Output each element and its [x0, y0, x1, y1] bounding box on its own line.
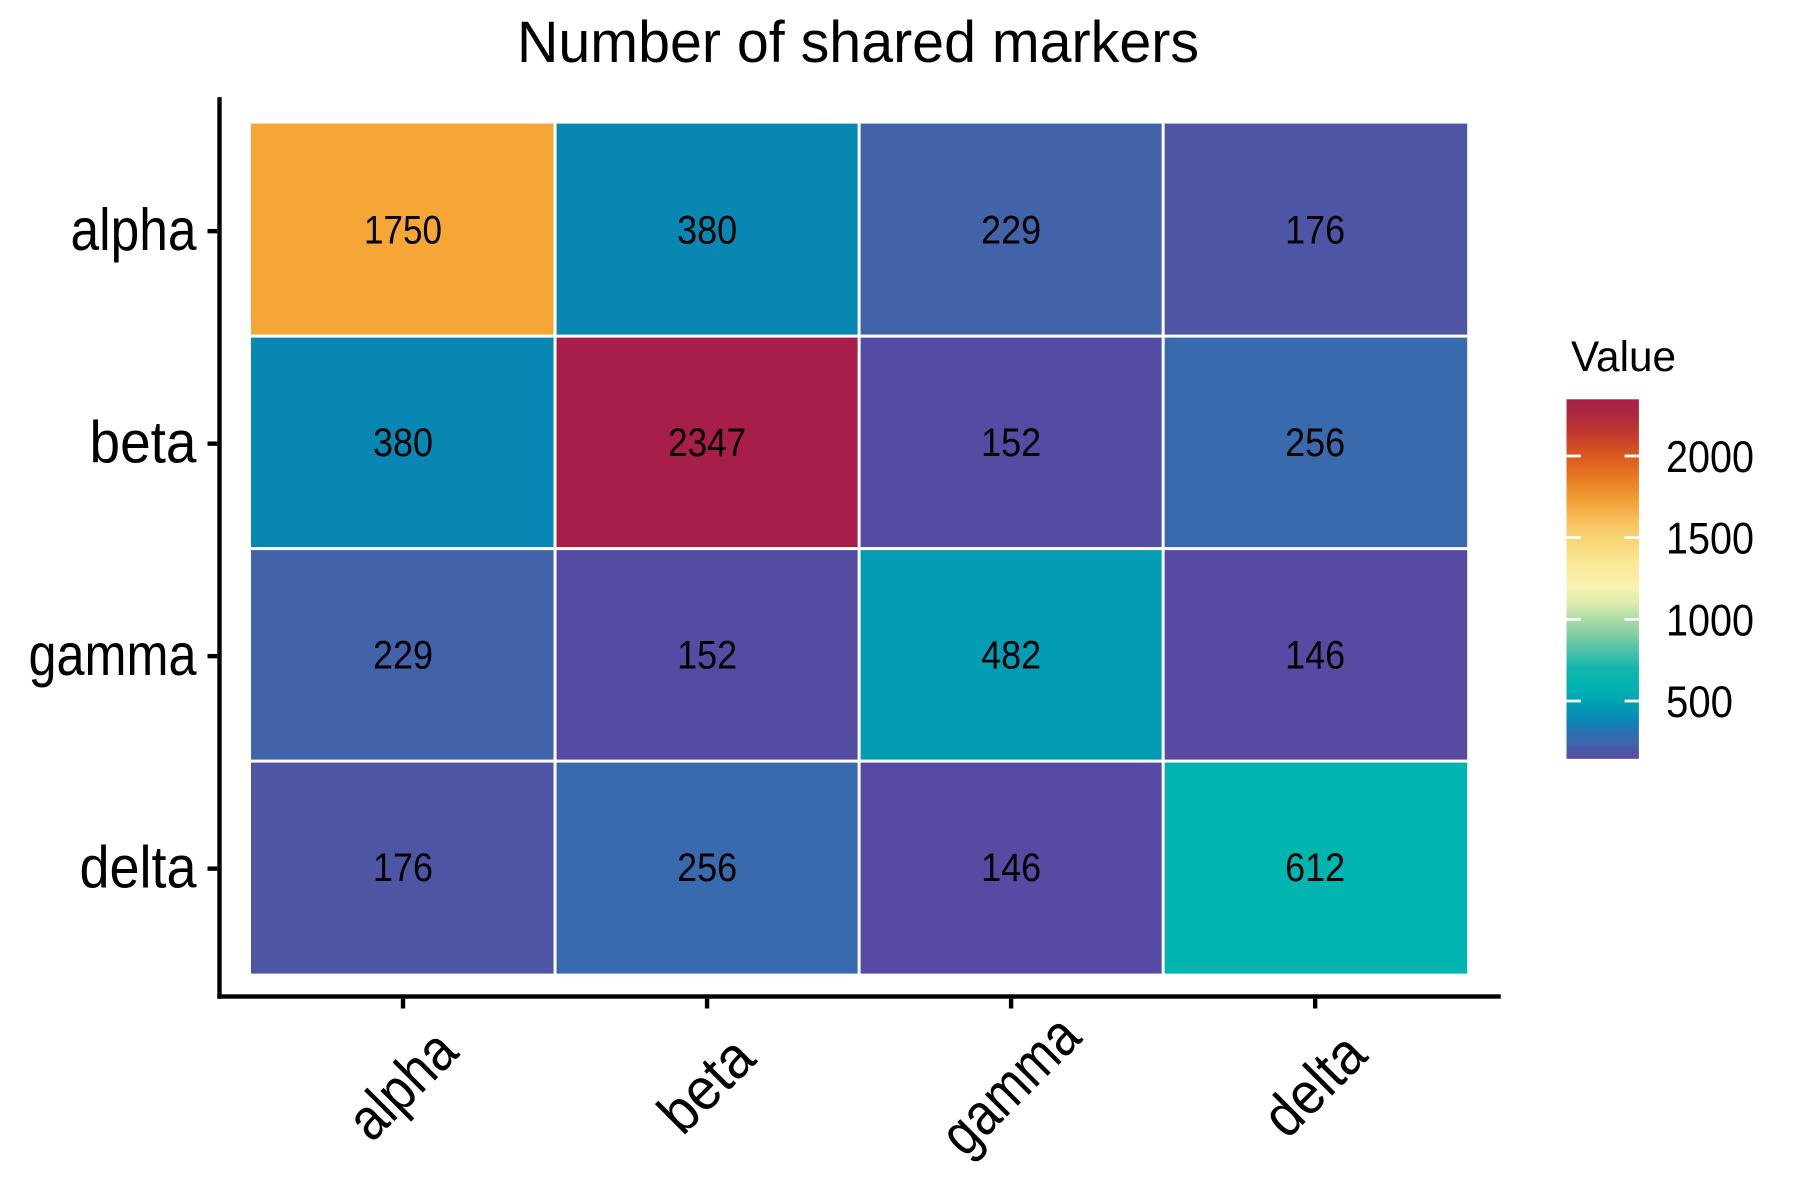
svg-text:229: 229 — [981, 208, 1041, 252]
svg-text:1000: 1000 — [1666, 596, 1754, 645]
svg-text:1750: 1750 — [364, 208, 442, 252]
svg-text:152: 152 — [677, 633, 737, 677]
svg-text:380: 380 — [373, 421, 433, 465]
svg-text:1500: 1500 — [1666, 515, 1754, 564]
svg-text:176: 176 — [373, 846, 433, 890]
svg-text:2347: 2347 — [668, 421, 746, 465]
svg-text:500: 500 — [1666, 678, 1733, 727]
svg-text:Number of shared markers: Number of shared markers — [517, 10, 1199, 75]
svg-text:gamma: gamma — [29, 622, 197, 688]
svg-text:612: 612 — [1285, 846, 1345, 890]
svg-text:380: 380 — [677, 208, 737, 252]
svg-text:256: 256 — [677, 846, 737, 890]
svg-text:beta: beta — [90, 409, 197, 475]
svg-text:delta: delta — [80, 834, 197, 900]
svg-text:alpha: alpha — [71, 197, 197, 263]
svg-text:482: 482 — [981, 633, 1041, 677]
svg-text:176: 176 — [1285, 208, 1345, 252]
svg-text:Value: Value — [1571, 333, 1676, 381]
svg-text:256: 256 — [1285, 421, 1345, 465]
svg-text:229: 229 — [373, 633, 433, 677]
svg-text:146: 146 — [981, 846, 1041, 890]
svg-text:2000: 2000 — [1666, 433, 1754, 482]
svg-text:152: 152 — [981, 421, 1041, 465]
svg-text:146: 146 — [1285, 633, 1345, 677]
